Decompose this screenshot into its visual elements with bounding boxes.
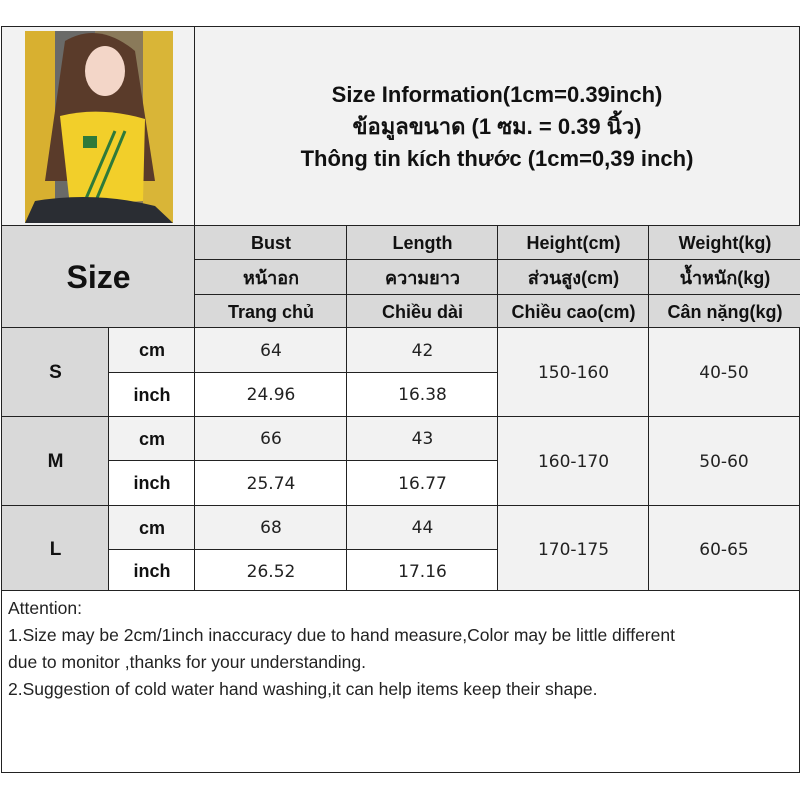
column-header-th: หน้าอก: [194, 259, 348, 296]
height-cell: 160-170: [497, 416, 650, 507]
cell-value: 64: [260, 340, 282, 361]
unit-cm: cm: [108, 327, 196, 374]
title-thai: ข้อมูลขนาด (1 ซม. = 0.39 นิ้ว): [352, 113, 642, 139]
weight-cell: 60-65: [648, 505, 800, 594]
length-inch-cell: 17.16: [346, 549, 499, 594]
column-header-label: Trang chủ: [227, 302, 314, 322]
column-header-label: Cân nặng(kg): [667, 302, 783, 322]
column-header-en: Length: [346, 225, 499, 261]
bust-inch-cell: 25.74: [194, 460, 348, 507]
size-header-label: Size: [66, 258, 131, 295]
cell-value: 16.77: [398, 473, 447, 494]
unit-inch: inch: [108, 460, 196, 507]
column-header-th: ส่วนสูง(cm): [497, 259, 650, 296]
column-header-en: Height(cm): [497, 225, 650, 261]
cell-value: 26.52: [246, 561, 296, 582]
weight-cell: 50-60: [648, 416, 800, 507]
bust-cm-cell: 66: [194, 416, 348, 462]
length-inch-cell: 16.38: [346, 372, 499, 418]
length-inch-cell: 16.77: [346, 460, 499, 507]
column-header-label: Chiều cao(cm): [511, 302, 636, 322]
cell-value: 16.38: [398, 385, 447, 405]
unit-label: cm: [138, 428, 165, 449]
cell-value: 42: [411, 340, 434, 361]
column-header-vi: Cân nặng(kg): [648, 294, 800, 331]
cell-value: 170-175: [537, 539, 610, 560]
column-header-label: หน้าอก: [243, 268, 299, 288]
column-header-label: Chiều dài: [381, 302, 463, 322]
column-header-label: Weight(kg): [678, 232, 772, 253]
cell-value: 40-50: [699, 362, 749, 383]
size-row-label: M: [1, 416, 110, 507]
unit-cm: cm: [108, 505, 196, 551]
column-header-th: น้ำหนัก(kg): [648, 259, 800, 296]
cell-value: 25.74: [246, 473, 296, 494]
product-photo: [24, 30, 173, 223]
attention-heading: Attention:: [8, 598, 82, 618]
title-english: Size Information(1cm=0.39inch): [331, 81, 663, 107]
column-header-en: Bust: [194, 225, 348, 261]
column-header-label: Height(cm): [526, 232, 621, 253]
column-header-th: ความยาว: [346, 259, 499, 296]
size-row-label: L: [1, 505, 110, 594]
attention-line-2: due to monitor ,thanks for your understa…: [8, 652, 366, 672]
bust-inch-cell: 26.52: [194, 549, 348, 594]
size-header: Size: [1, 225, 196, 329]
bust-cm-cell: 68: [194, 505, 348, 551]
cell-value: 60-65: [699, 539, 749, 560]
cell-value: 44: [411, 518, 434, 538]
cell-value: 68: [260, 518, 282, 538]
unit-label: inch: [133, 384, 171, 405]
column-header-en: Weight(kg): [648, 225, 800, 261]
column-header-label: ความยาว: [385, 268, 460, 288]
unit-label: cm: [138, 340, 165, 360]
size-info-title: Size Information(1cm=0.39inch) ข้อมูลขนา…: [194, 26, 800, 227]
unit-label: inch: [133, 561, 171, 581]
column-header-label: น้ำหนัก(kg): [679, 268, 771, 288]
column-header-vi: Trang chủ: [194, 294, 348, 331]
column-header-label: ส่วนสูง(cm): [527, 268, 620, 288]
attention-line-1: 1.Size may be 2cm/1inch inaccuracy due t…: [8, 625, 675, 645]
unit-inch: inch: [108, 372, 196, 418]
cell-value: 24.96: [246, 385, 296, 405]
length-cm-cell: 44: [346, 505, 499, 551]
column-header-vi: Chiều dài: [346, 294, 499, 331]
unit-label: inch: [133, 473, 171, 493]
column-header-vi: Chiều cao(cm): [497, 294, 650, 331]
title-vietnamese: Thông tin kích thước (1cm=0,39 inch): [300, 145, 694, 171]
bust-cm-cell: 64: [194, 327, 348, 374]
height-cell: 150-160: [497, 327, 650, 418]
cell-value: 43: [411, 429, 434, 449]
size-letter: L: [49, 538, 62, 560]
cell-value: 150-160: [537, 362, 610, 383]
height-cell: 170-175: [497, 505, 650, 594]
cell-value: 50-60: [699, 451, 749, 472]
weight-cell: 40-50: [648, 327, 800, 418]
size-letter: M: [47, 450, 64, 472]
size-row-label: S: [1, 327, 110, 418]
cell-value: 17.16: [398, 561, 447, 582]
length-cm-cell: 42: [346, 327, 499, 374]
bust-inch-cell: 24.96: [194, 372, 348, 418]
size-letter: S: [49, 361, 62, 383]
unit-label: cm: [138, 517, 165, 538]
photo-cell: [1, 26, 196, 227]
attention-notes: Attention: 1.Size may be 2cm/1inch inacc…: [1, 590, 800, 773]
attention-line-3: 2.Suggestion of cold water hand washing,…: [8, 679, 598, 699]
column-header-label: Length: [392, 232, 453, 253]
unit-inch: inch: [108, 549, 196, 594]
column-header-label: Bust: [251, 232, 291, 253]
unit-cm: cm: [108, 416, 196, 462]
length-cm-cell: 43: [346, 416, 499, 462]
cell-value: 66: [260, 429, 282, 449]
cell-value: 160-170: [537, 451, 610, 472]
